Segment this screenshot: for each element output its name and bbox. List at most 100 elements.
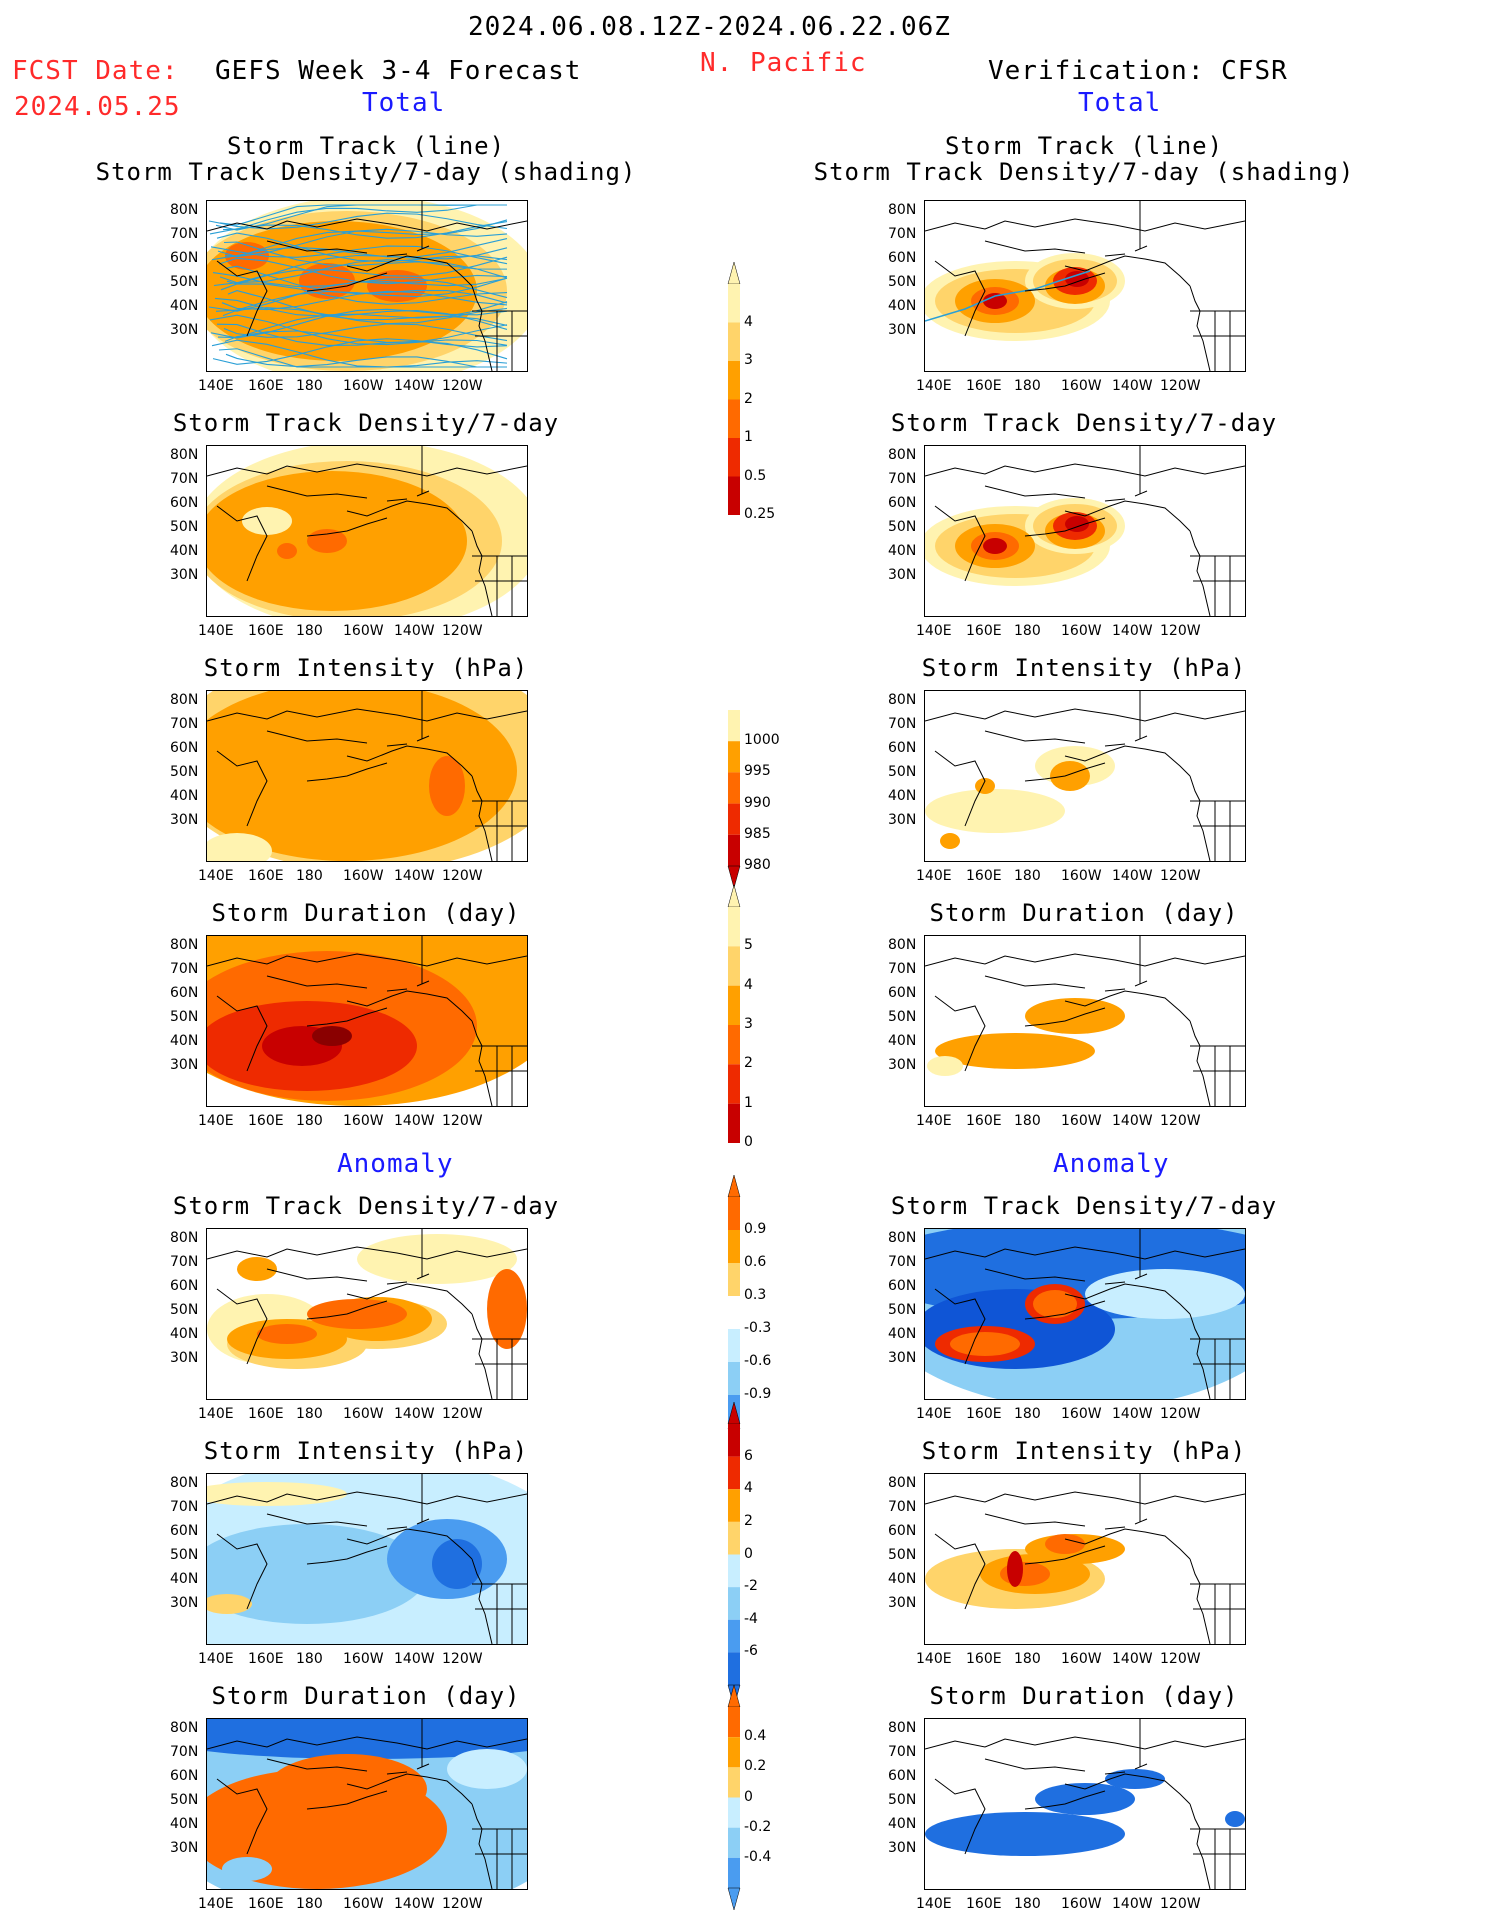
coastline-segment: [925, 1736, 1245, 1750]
colorbar-cb-duration: [727, 885, 741, 1143]
storm-track-line: [215, 277, 508, 312]
coastline-segment: [1024, 1007, 1106, 1027]
storm-track-line: [209, 314, 508, 346]
lat-tick-label: 50N: [170, 1009, 199, 1025]
coastline: [925, 691, 1245, 861]
coastline: [207, 1229, 527, 1399]
coastline-segment: [984, 1513, 1086, 1527]
colorbar-label: -0.6: [744, 1353, 772, 1369]
colorbar-top-arrow: [727, 885, 741, 908]
lat-tick-label: 30N: [170, 1840, 199, 1856]
lat-tick-label: 80N: [888, 1475, 917, 1491]
coastline: [925, 1229, 1245, 1399]
lon-tick-label: 120W: [1160, 1113, 1201, 1129]
colorbar-segment: [728, 438, 740, 477]
panel-title: Storm Track Density/7-day: [890, 409, 1278, 437]
lat-tick-label: 50N: [888, 1792, 917, 1808]
shading-region: [357, 1234, 517, 1284]
colorbar-label: 990: [744, 794, 771, 811]
lat-tick-label: 50N: [888, 519, 917, 535]
lon-tick-label: 180: [1014, 1896, 1041, 1912]
shading-region: [1045, 1534, 1085, 1554]
shading-region: [940, 833, 960, 849]
map-svg: [207, 201, 527, 371]
coastline-segment: [386, 498, 408, 502]
colorbar-segment: [728, 1521, 740, 1555]
colorbar-label: 0.6: [744, 1254, 767, 1270]
coastline-segment: [1104, 988, 1126, 992]
right-model-title: Verification: CFSR: [988, 56, 1288, 86]
lat-tick-label: 80N: [170, 1720, 199, 1736]
lat-tick-label: 60N: [888, 1523, 917, 1539]
storm-track-line: [223, 241, 508, 279]
colorbar-label: -0.3: [744, 1320, 772, 1336]
lon-tick-label: 160E: [248, 1896, 284, 1912]
colorbar-segment: [728, 1103, 740, 1143]
lat-tick-label: 60N: [170, 1768, 199, 1784]
lat-tick-label: 60N: [888, 495, 917, 511]
lon-tick-label: 140E: [916, 1113, 952, 1129]
lat-tick-label: 40N: [888, 1816, 917, 1832]
map-panel-adens-left: [206, 1228, 528, 1400]
coastline-segment: [1064, 745, 1191, 777]
colorbar-label: 3: [744, 352, 753, 368]
storm-track-line: [222, 307, 508, 325]
lat-tick-label: 60N: [170, 495, 199, 511]
lon-tick-label: 180: [1014, 378, 1041, 394]
shading-region: [277, 543, 297, 559]
coastline-segment: [207, 1736, 527, 1750]
lat-tick-label: 70N: [888, 961, 917, 977]
lon-tick-label: 180: [296, 378, 323, 394]
map-svg: [207, 1229, 527, 1399]
colorbar-segment: [728, 1456, 740, 1490]
coastline-segment: [216, 505, 268, 582]
lat-tick-label: 30N: [888, 322, 917, 338]
colorbar-segment: [728, 1587, 740, 1620]
coastline: [207, 936, 527, 1106]
colorbar-label: 0.5: [744, 467, 767, 484]
political-border: [421, 1719, 527, 1889]
coastline-segment: [207, 953, 527, 967]
coastline-segment: [934, 260, 986, 337]
lon-tick-label: 120W: [442, 1113, 483, 1129]
colorbar-segment: [728, 1329, 740, 1362]
map-svg: [207, 1719, 527, 1889]
shading-region: [1065, 516, 1089, 532]
colorbar-segment: [728, 710, 740, 742]
lon-tick-label: 120W: [442, 378, 483, 394]
coastline-segment: [1024, 1545, 1106, 1565]
lon-tick-label: 140E: [198, 1113, 234, 1129]
shading-region: [222, 1857, 272, 1881]
lon-tick-label: 120W: [1160, 1896, 1201, 1912]
lat-tick-label: 60N: [170, 250, 199, 266]
coastline: [925, 446, 1245, 616]
anomaly-right-label: Anomaly: [1053, 1149, 1170, 1179]
political-border: [421, 936, 527, 1106]
lon-tick-label: 140W: [1112, 623, 1153, 639]
colorbar-segment: [728, 1064, 740, 1104]
map-svg: [925, 446, 1245, 616]
colorbar-segment: [728, 322, 740, 361]
map-panel-adur-right: [924, 1718, 1246, 1890]
shading-region: [1035, 1783, 1135, 1815]
colorbar-cb-density: [727, 262, 741, 515]
panel-title: Storm Duration (day): [929, 1682, 1239, 1710]
colorbar-segment: [728, 1230, 740, 1263]
lat-tick-label: 60N: [888, 1278, 917, 1294]
lat-tick-label: 70N: [888, 226, 917, 242]
anomaly-left-label: Anomaly: [337, 1149, 454, 1179]
lon-tick-label: 160W: [343, 1896, 384, 1912]
shading-region: [487, 1269, 527, 1349]
colorbar-segment: [728, 1619, 740, 1653]
lat-tick-label: 70N: [170, 471, 199, 487]
period-title: 2024.06.08.12Z-2024.06.22.06Z: [468, 12, 951, 42]
storm-track-line: [210, 245, 508, 265]
lon-tick-label: 140W: [1112, 378, 1153, 394]
lat-tick-label: 80N: [888, 1230, 917, 1246]
lon-tick-label: 120W: [442, 1896, 483, 1912]
colorbar-label: -6: [744, 1643, 758, 1660]
lon-tick-label: 120W: [1160, 868, 1201, 884]
lat-tick-label: 70N: [170, 1254, 199, 1270]
lat-tick-label: 30N: [888, 1350, 917, 1366]
lon-tick-label: 160E: [248, 623, 284, 639]
